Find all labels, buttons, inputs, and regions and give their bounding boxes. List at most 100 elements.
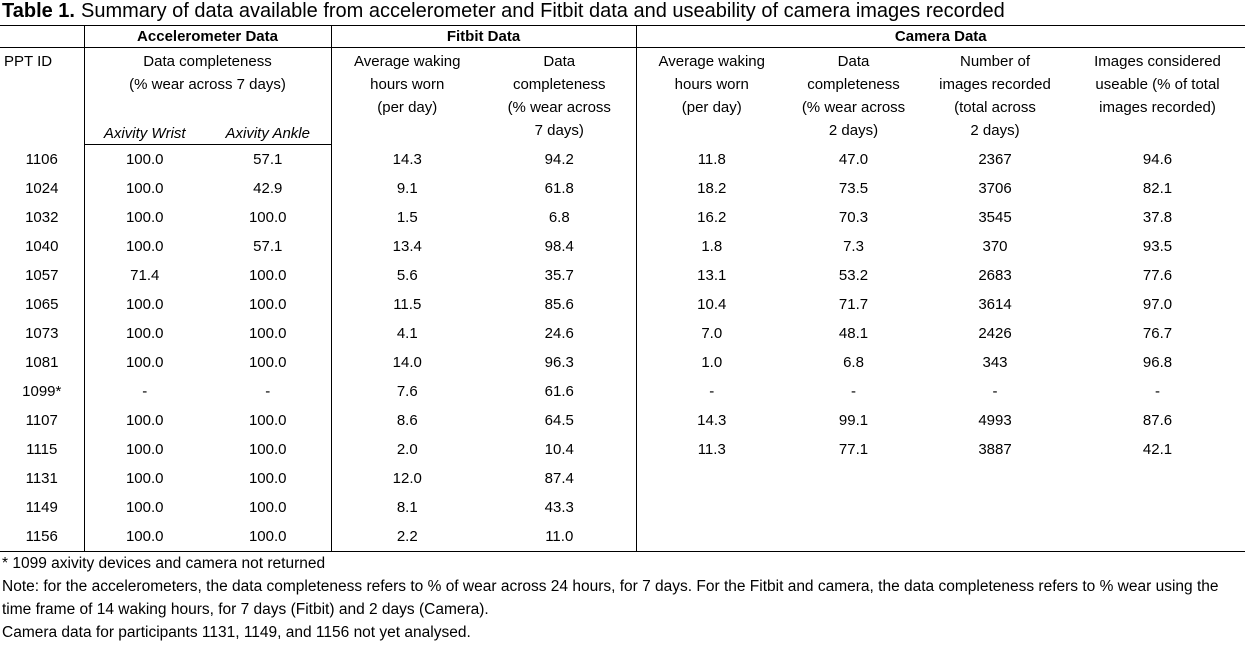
data-cell: 100.0: [83, 144, 205, 174]
data-cell: 100.0: [248, 499, 287, 516]
empty-cell: [787, 522, 920, 552]
data-cell: 7.6: [330, 377, 483, 406]
empty-cell: [787, 493, 920, 522]
data-cell: 2367: [978, 150, 1012, 168]
data-cell: 5.6: [330, 261, 483, 290]
row-id-cell: 1024: [25, 180, 59, 197]
data-cell: 100.0: [248, 325, 287, 342]
data-cell: 71.7: [838, 296, 869, 313]
data-cell: 37.8: [1142, 209, 1173, 226]
empty-cell: [1070, 493, 1245, 522]
data-cell: 14.3: [635, 406, 787, 435]
table-row: 1081 100.0 100.0 14.0 96.3 1.0 6.8 343 96.8: [0, 348, 1245, 377]
data-cell: 13.1: [635, 261, 787, 290]
data-cell: 100.0: [83, 203, 205, 232]
data-cell: 24.6: [544, 325, 574, 342]
data-cell: 2426: [978, 325, 1012, 342]
data-cell: 94.6: [1142, 150, 1173, 168]
data-cell: 11.5: [330, 290, 483, 319]
empty-cell: [635, 493, 787, 522]
data-cell: 73.5: [838, 180, 869, 197]
data-cell: 53.2: [838, 267, 869, 284]
data-cell: 100.0: [83, 406, 205, 435]
data-cell: 100.0: [248, 296, 287, 313]
data-cell: 100.0: [248, 354, 287, 371]
data-cell: 4.1: [330, 319, 483, 348]
data-cell: 97.0: [1142, 296, 1173, 313]
data-cell: 100.0: [248, 267, 287, 284]
table-row: 1115 100.0 100.0 2.0 10.4 11.3 77.1 3887 42.1: [0, 435, 1245, 464]
data-cell: 2.2: [330, 522, 483, 552]
data-cell: 3614: [978, 296, 1012, 313]
table-row: 1106 100.0 57.1 14.3 94.2 11.8 47.0 2367 94.6: [0, 144, 1245, 174]
data-cell: 1.5: [330, 203, 483, 232]
data-cell: 100.0: [83, 493, 205, 522]
data-cell: -: [851, 383, 856, 400]
empty-cell: [1070, 522, 1245, 552]
data-cell: 61.8: [544, 180, 574, 197]
empty-cell: [1070, 464, 1245, 493]
data-cell: 18.2: [635, 174, 787, 203]
data-cell: 100.0: [83, 174, 205, 203]
note: Camera data for participants 1131, 1149,…: [2, 624, 471, 641]
data-cell: 100.0: [83, 319, 205, 348]
data-cell: 8.6: [330, 406, 483, 435]
row-id-cell: 1106: [25, 150, 58, 168]
data-cell: 343: [982, 354, 1008, 371]
data-cell: 57.1: [253, 151, 283, 168]
row-id-cell: 1057: [25, 267, 59, 284]
column-header: Average waking hours worn (per day): [635, 47, 787, 145]
data-cell: -: [1155, 383, 1161, 400]
column-header: Number of images recorded (total across …: [939, 53, 1051, 139]
row-id-cell: 1073: [25, 325, 59, 342]
data-cell: 96.3: [544, 354, 574, 371]
data-cell: 100.0: [248, 412, 287, 429]
data-cell: 96.8: [1142, 354, 1173, 371]
data-cell: 7.0: [635, 319, 787, 348]
row-id-cell: 1032: [25, 209, 59, 226]
data-cell: 99.1: [838, 412, 869, 429]
table-row: 1040 100.0 57.1 13.4 98.4 1.8 7.3 370 93.5: [0, 232, 1245, 261]
data-cell: 94.2: [544, 150, 574, 168]
data-cell: 98.4: [544, 238, 574, 255]
row-id-cell: 1099*: [22, 383, 62, 400]
data-cell: 82.1: [1142, 180, 1173, 197]
row-id-cell: 1065: [25, 296, 59, 313]
column-header: Images considered useable (% of total im…: [1094, 53, 1221, 116]
column-header: PPT ID: [4, 53, 53, 70]
data-cell: 70.3: [838, 209, 869, 226]
data-cell: 11.8: [635, 144, 787, 174]
data-cell: 8.1: [330, 493, 483, 522]
data-cell: 64.5: [544, 412, 574, 429]
data-cell: 42.9: [253, 180, 283, 197]
data-cell: 11.3: [635, 435, 787, 464]
data-cell: 85.6: [544, 296, 574, 313]
group-header: Accelerometer Data: [83, 25, 331, 48]
data-cell: 6.8: [843, 354, 864, 371]
data-cell: 13.4: [330, 232, 483, 261]
data-cell: 61.6: [544, 383, 574, 400]
data-cell: 57.1: [253, 238, 283, 255]
data-cell: 87.6: [1142, 412, 1173, 429]
table-row: 1065 100.0 100.0 11.5 85.6 10.4 71.7 3614 97.0: [0, 290, 1245, 319]
data-cell: 77.1: [838, 441, 869, 458]
data-cell: 47.0: [838, 150, 869, 168]
data-cell: 100.0: [83, 522, 205, 552]
subcolumn-header: Axivity Wrist: [83, 123, 205, 145]
row-id-cell: 1149: [25, 499, 58, 516]
notes: * 1099 axivity devices and camera not re…: [0, 552, 1245, 644]
data-cell: 93.5: [1142, 238, 1173, 255]
table-row: 1156 100.0 100.0 2.2 11.0: [0, 522, 1245, 552]
title-text: Summary of data available from accelerom…: [81, 0, 1005, 22]
data-cell: 4993: [978, 412, 1012, 429]
data-cell: 100.0: [205, 522, 331, 552]
empty-cell: [635, 522, 787, 552]
subcolumn-header: Axivity Ankle: [205, 123, 331, 145]
data-cell: 3706: [978, 180, 1012, 197]
data-cell: 14.3: [330, 144, 483, 174]
data-cell: 11.0: [483, 522, 636, 552]
row-id-cell: 1156: [0, 522, 84, 552]
note: * 1099 axivity devices and camera not re…: [2, 555, 326, 572]
row-id-cell: 1115: [26, 441, 58, 458]
